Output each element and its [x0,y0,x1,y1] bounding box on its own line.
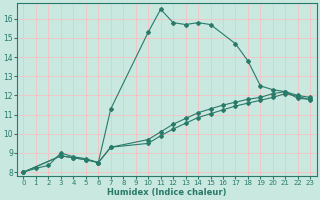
X-axis label: Humidex (Indice chaleur): Humidex (Indice chaleur) [107,188,227,197]
